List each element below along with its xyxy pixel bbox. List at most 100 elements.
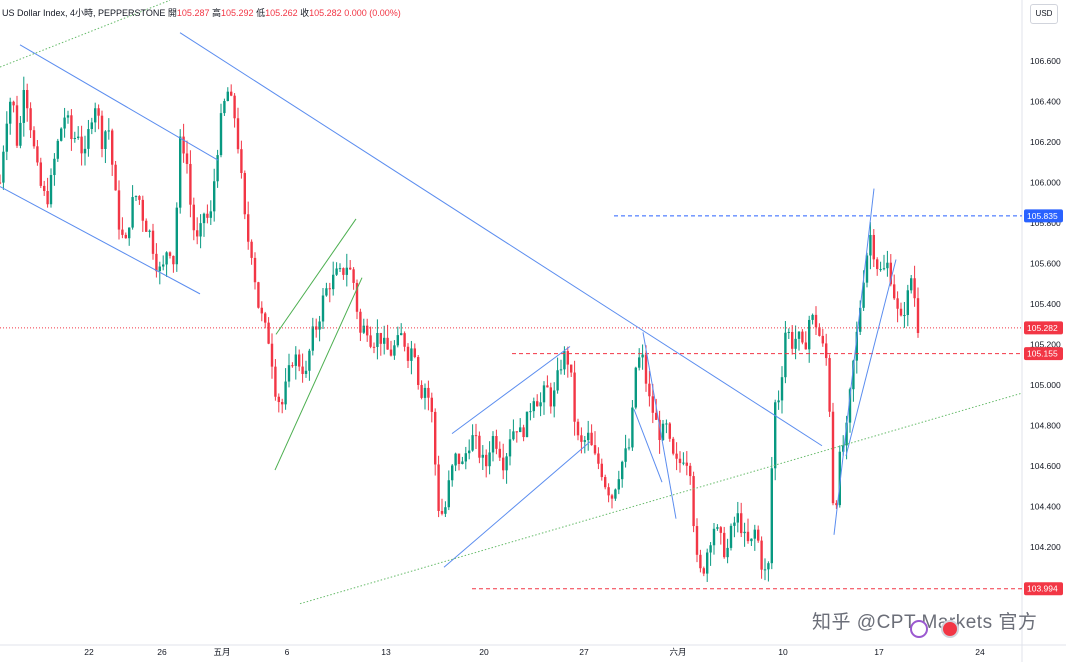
candle [90,117,93,135]
candle-body [325,288,328,296]
candle [576,418,580,441]
candle-body [63,117,66,129]
candle [481,445,484,470]
candle [423,383,427,410]
candle [406,343,410,368]
price-marker-badge [1024,347,1063,361]
candle-body [175,207,178,265]
candle-body [852,360,855,390]
candle-body [386,337,389,350]
candle [787,328,790,340]
candle [124,232,127,239]
candle-body [658,419,661,441]
candle [553,382,556,418]
candle [294,346,297,380]
candle [695,518,699,563]
candle-body [15,105,19,146]
candle [791,325,794,355]
candle-body [913,278,916,299]
candle [70,109,73,151]
candle-body [753,529,756,539]
candle-body [253,257,257,283]
candle [185,140,189,174]
trendline [642,332,677,519]
candle [556,357,559,394]
candle [593,431,597,456]
candle-body [49,175,53,205]
candle [512,419,515,441]
candle-body [491,436,495,453]
candle-body [114,164,117,191]
candle [158,261,161,285]
candle [355,279,359,320]
candle [141,195,144,232]
candle-body [787,331,790,333]
candle [247,201,250,250]
candle-body [124,234,127,239]
candle [828,354,831,417]
candle-body [233,95,236,119]
candle [39,157,42,189]
candle [896,291,899,323]
candle [610,493,614,509]
candle [797,331,801,351]
candle-body [593,445,597,454]
candle [835,500,838,509]
candle-body [223,101,226,114]
candle-body [468,450,471,454]
candle-body [678,458,682,464]
price-tick-label: 105.400 [1030,299,1061,309]
candle [311,317,314,356]
close-value: 105.282 [309,8,342,18]
change-value: 0.000 (0.00%) [344,8,401,18]
candle-body [366,325,369,336]
candle-body [859,307,862,332]
candle [814,306,818,335]
candle-body [134,196,138,198]
candle-body [284,381,287,405]
candle [179,129,182,214]
candle [111,128,114,176]
candle-body [583,440,586,442]
candle [417,354,420,390]
candle [736,501,739,533]
candle [73,131,76,143]
candle-body [893,284,896,299]
candle [328,282,331,303]
candle-body [349,267,352,270]
candle [270,333,274,379]
candle-body [763,569,767,571]
candle-body [906,290,909,316]
candle-body [644,354,648,384]
close-label: 收 [300,8,310,18]
candle [617,470,620,495]
candle-body [393,345,396,356]
candle [876,257,879,276]
candle-body [675,453,678,459]
candle-body [848,389,852,423]
candle [906,284,909,327]
candle-body [634,367,637,408]
candle [665,419,668,434]
trendline [179,32,823,447]
candle-body [165,252,168,265]
candle [872,229,875,268]
candle-body [182,136,185,154]
candle [410,340,413,375]
candle-body [451,465,454,481]
low-label: 低 [256,8,266,18]
currency-button[interactable]: USD [1030,4,1058,24]
candle [379,332,382,356]
candle-body [570,364,573,373]
candle-body [267,322,270,344]
candle [485,449,488,478]
candle [753,524,756,551]
candle-body [682,462,685,464]
candle-body [461,461,464,465]
candle-body [638,357,641,368]
low-value: 105.262 [265,8,298,18]
candle-body [447,480,450,508]
candle-body [97,108,100,116]
trendline [833,188,875,535]
